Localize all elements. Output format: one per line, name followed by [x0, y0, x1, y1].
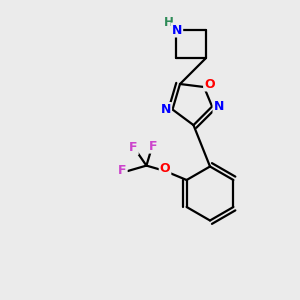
Text: F: F: [129, 141, 138, 154]
Text: F: F: [149, 140, 158, 153]
Text: F: F: [118, 164, 127, 178]
Text: O: O: [204, 77, 215, 91]
Text: H: H: [164, 16, 174, 29]
Text: O: O: [160, 162, 170, 175]
Text: N: N: [172, 23, 182, 37]
Text: N: N: [214, 100, 224, 113]
Text: N: N: [161, 103, 171, 116]
